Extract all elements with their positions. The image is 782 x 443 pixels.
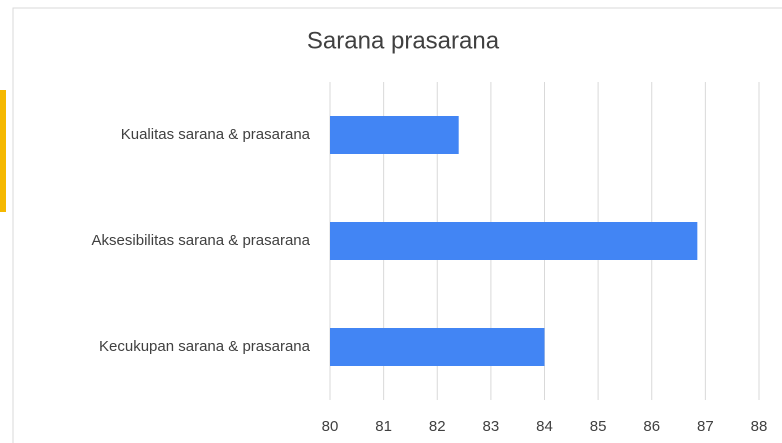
x-tick-label: 83 [483,418,500,435]
x-tick-label: 85 [590,418,607,435]
x-tick-label: 87 [697,418,714,435]
y-tick-label: Aksesibilitas sarana & prasarana [92,232,311,249]
bar [330,222,698,260]
x-tick-label: 84 [536,418,553,435]
x-tick-label: 86 [643,418,660,435]
x-tick-label: 88 [751,418,768,435]
y-tick-label: Kecukupan sarana & prasarana [99,338,311,355]
y-tick-label: Kualitas sarana & prasarana [121,126,311,143]
bar [330,328,545,366]
x-tick-label: 81 [375,418,392,435]
bar [330,116,459,154]
x-tick-label: 82 [429,418,446,435]
x-tick-label: 80 [322,418,339,435]
side-accent [0,90,6,212]
chart-title: Sarana prasarana [307,27,500,54]
